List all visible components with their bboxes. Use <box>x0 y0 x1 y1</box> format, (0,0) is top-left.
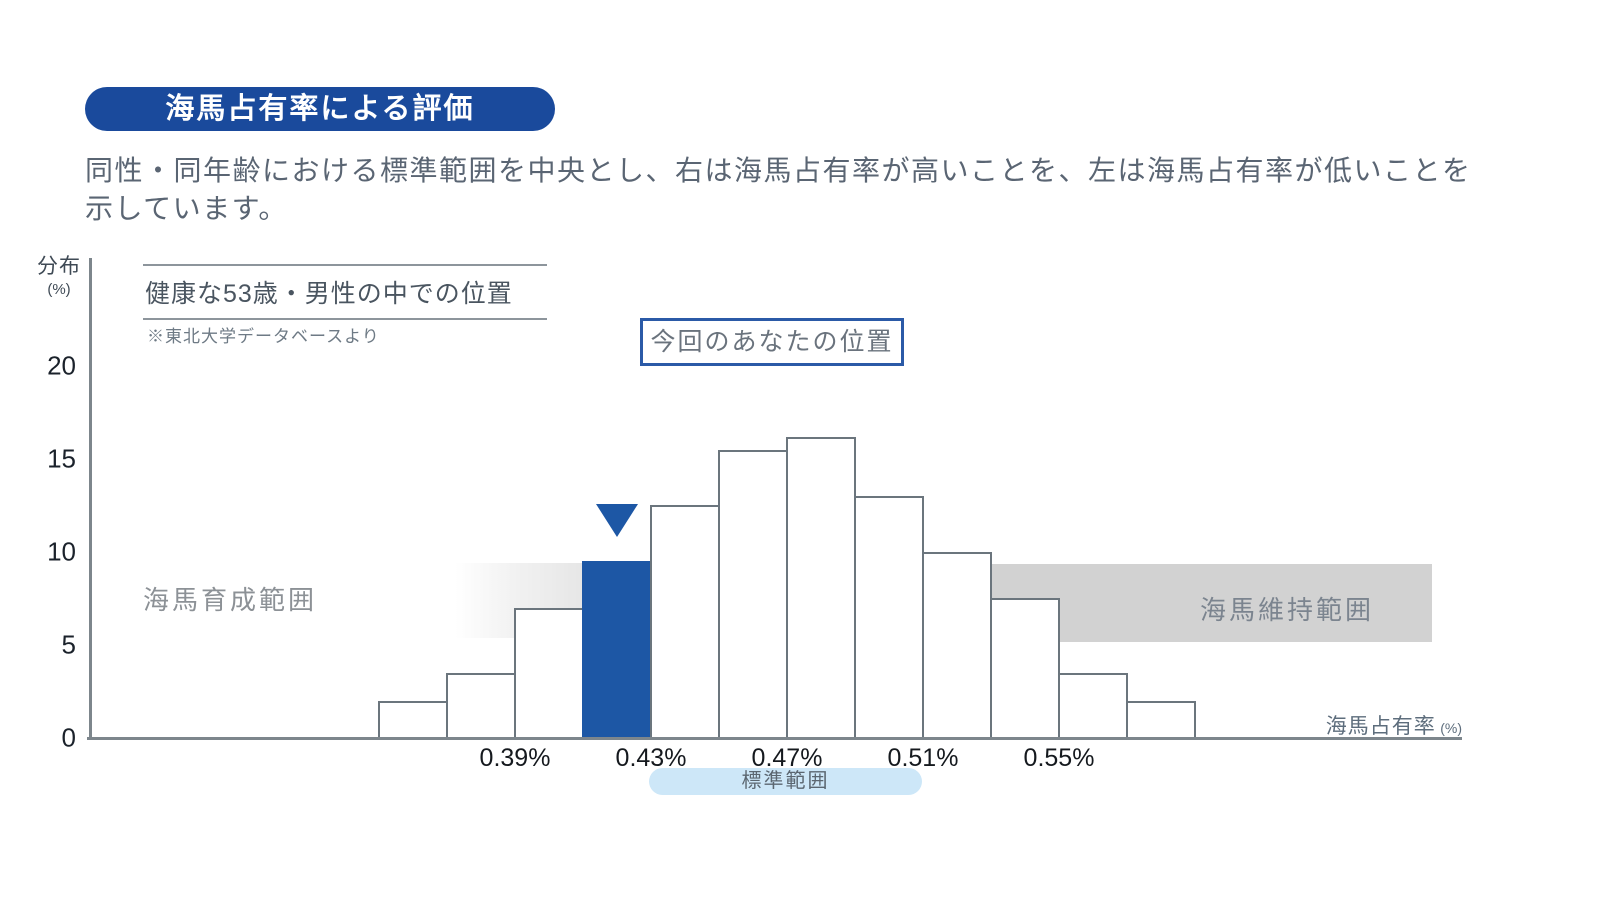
x-tick-label: 0.39% <box>479 744 551 772</box>
histogram-bar <box>990 598 1060 738</box>
y-axis-title-unit: (%) <box>47 281 71 298</box>
histogram-bar <box>1126 701 1196 738</box>
your-position-box: 今回のあなたの位置 <box>640 318 904 366</box>
x-axis-title: 海馬占有率 (%) <box>1300 710 1462 740</box>
histogram-bar <box>922 552 992 738</box>
x-axis-line <box>87 737 1462 740</box>
y-tick-label: 5 <box>61 629 76 660</box>
y-axis-title-main: 分布 <box>37 255 81 278</box>
your-position-marker-icon <box>596 504 638 537</box>
histogram-bar <box>446 673 516 738</box>
x-tick-label: 0.43% <box>615 744 687 772</box>
histogram-bar <box>786 437 856 738</box>
x-tick-label: 0.47% <box>751 744 823 772</box>
maintenance-zone-label: 海馬維持範囲 <box>1200 595 1375 625</box>
chart-source-note: ※東北大学データベースより <box>147 327 380 346</box>
histogram-bar <box>378 701 448 738</box>
chart-header: 健康な53歳・男性の中での位置 <box>143 264 547 320</box>
y-tick-label: 20 <box>47 350 76 381</box>
histogram-bar <box>718 450 788 738</box>
y-tick-label: 15 <box>47 443 76 474</box>
histogram-bar <box>514 608 584 738</box>
y-axis-title: 分布 (%) <box>30 250 88 298</box>
x-tick-label: 0.55% <box>1023 744 1095 772</box>
x-tick-label: 0.51% <box>887 744 959 772</box>
y-tick-label: 10 <box>47 536 76 567</box>
growth-zone-label: 海馬育成範囲 <box>143 585 318 615</box>
section-title-badge: 海馬占有率による評価 <box>85 87 555 131</box>
x-axis-title-main: 海馬占有率 <box>1325 715 1436 738</box>
histogram-bar <box>1058 673 1128 738</box>
standard-range-pill: 標準範囲 <box>649 768 922 795</box>
histogram-bar <box>650 505 720 738</box>
section-description: 同性・同年齢における標準範囲を中央とし、右は海馬占有率が高いことを、左は海馬占有… <box>85 155 1472 224</box>
highlighted-histogram-bar <box>582 561 652 738</box>
y-axis-line <box>89 258 92 740</box>
x-axis-title-unit: (%) <box>1440 720 1462 736</box>
histogram-bar <box>854 496 924 738</box>
y-tick-label: 0 <box>61 722 76 753</box>
